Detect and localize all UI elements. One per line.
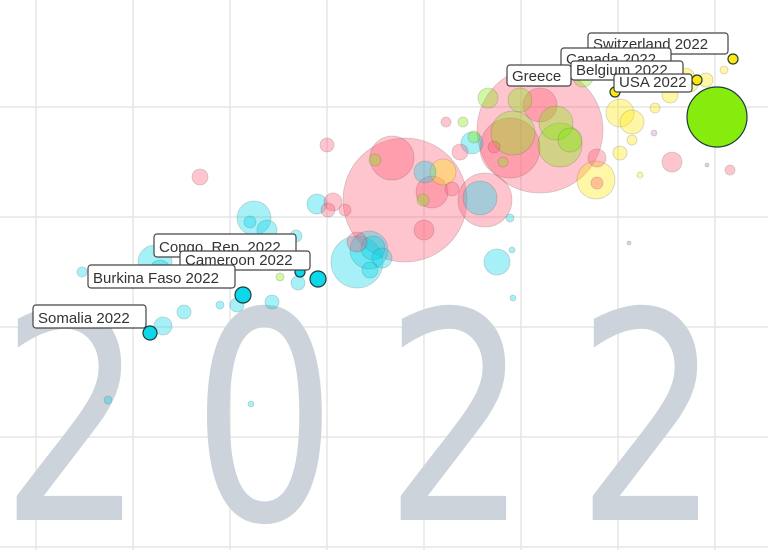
country-bubble[interactable] [290,275,306,291]
highlighted-country-bubble[interactable] [727,53,739,65]
country-bubble[interactable] [153,316,173,336]
country-bubble[interactable] [557,127,583,153]
country-label[interactable]: Greece [506,64,572,87]
country-bubble[interactable] [306,193,328,215]
country-bubble[interactable] [649,102,661,114]
label-text: USA 2022 [619,74,687,91]
country-bubble[interactable] [724,164,736,176]
country-bubble[interactable] [103,395,113,405]
country-bubble[interactable] [176,304,192,320]
country-bubble[interactable] [508,246,516,254]
country-bubble[interactable] [371,247,393,269]
country-bubble[interactable] [612,145,628,161]
country-bubble[interactable] [590,176,604,190]
label-text: Greece [512,68,561,85]
country-bubble[interactable] [661,151,683,173]
country-bubble[interactable] [636,171,644,179]
country-bubble[interactable] [460,131,484,155]
country-bubble[interactable] [330,235,384,289]
highlighted-country-bubble[interactable] [309,270,327,288]
country-bubble[interactable] [462,180,498,216]
bubbles-layer [76,65,736,408]
country-bubble[interactable] [719,65,729,75]
country-bubble[interactable] [505,213,515,223]
country-bubble[interactable] [264,294,280,310]
country-bubble[interactable] [626,134,638,146]
highlighted-country-bubble[interactable] [691,74,703,86]
label-text: Burkina Faso 2022 [93,270,219,287]
country-bubble[interactable] [346,231,368,253]
country-bubble[interactable] [191,168,209,186]
country-bubble[interactable] [619,109,645,135]
label-box [613,73,693,93]
country-bubble[interactable] [247,400,255,408]
country-bubble[interactable] [477,87,499,109]
country-bubble[interactable] [243,215,257,229]
country-bubble[interactable] [338,203,352,217]
country-bubble[interactable] [487,140,501,154]
country-bubble[interactable] [76,266,88,278]
label-text: Somalia 2022 [38,310,130,327]
country-bubble[interactable] [368,153,382,167]
country-bubble[interactable] [413,219,435,241]
country-bubble[interactable] [537,122,583,168]
country-bubble[interactable] [457,172,513,228]
country-bubble[interactable] [360,235,386,261]
country-bubble[interactable] [507,87,533,113]
country-bubble[interactable] [215,300,225,310]
country-label[interactable]: USA 2022 [613,73,693,93]
highlighted-country-bubble[interactable] [686,86,748,148]
country-label[interactable]: Burkina Faso 2022 [87,264,236,289]
country-bubble[interactable] [323,192,343,212]
country-label[interactable]: Somalia 2022 [32,304,147,329]
country-bubble[interactable] [320,202,336,218]
country-bubble[interactable] [457,116,469,128]
country-bubble[interactable] [497,156,509,168]
country-bubble[interactable] [650,129,658,137]
highlighted-bubbles-layer [142,53,748,341]
country-bubble[interactable] [444,181,460,197]
country-bubble[interactable] [416,193,430,207]
country-bubble[interactable] [349,230,389,270]
country-bubble[interactable] [369,135,415,181]
year-watermark: 2022 [0,252,768,550]
highlighted-country-bubble[interactable] [142,325,158,341]
label-box [87,264,236,289]
country-bubble[interactable] [522,87,558,123]
country-bubble[interactable] [479,117,541,179]
country-bubble[interactable] [704,162,710,168]
country-bubble[interactable] [490,110,536,156]
country-bubble[interactable] [429,158,457,186]
country-bubble[interactable] [483,248,511,276]
country-bubble[interactable] [605,98,635,128]
label-box [32,304,147,329]
country-bubble[interactable] [576,160,616,200]
country-bubble[interactable] [451,143,469,161]
country-bubble[interactable] [467,130,481,144]
highlighted-country-bubble[interactable] [234,286,252,304]
country-bubble[interactable] [275,272,285,282]
country-bubble[interactable] [538,105,574,141]
country-bubble[interactable] [415,175,449,209]
country-bubble[interactable] [440,116,452,128]
country-bubble[interactable] [319,137,335,153]
country-bubble[interactable] [342,137,468,263]
country-bubble[interactable] [587,148,607,168]
country-bubble[interactable] [361,261,379,279]
country-bubble[interactable] [413,160,437,184]
country-bubble[interactable] [626,240,632,246]
country-bubble[interactable] [509,294,517,302]
